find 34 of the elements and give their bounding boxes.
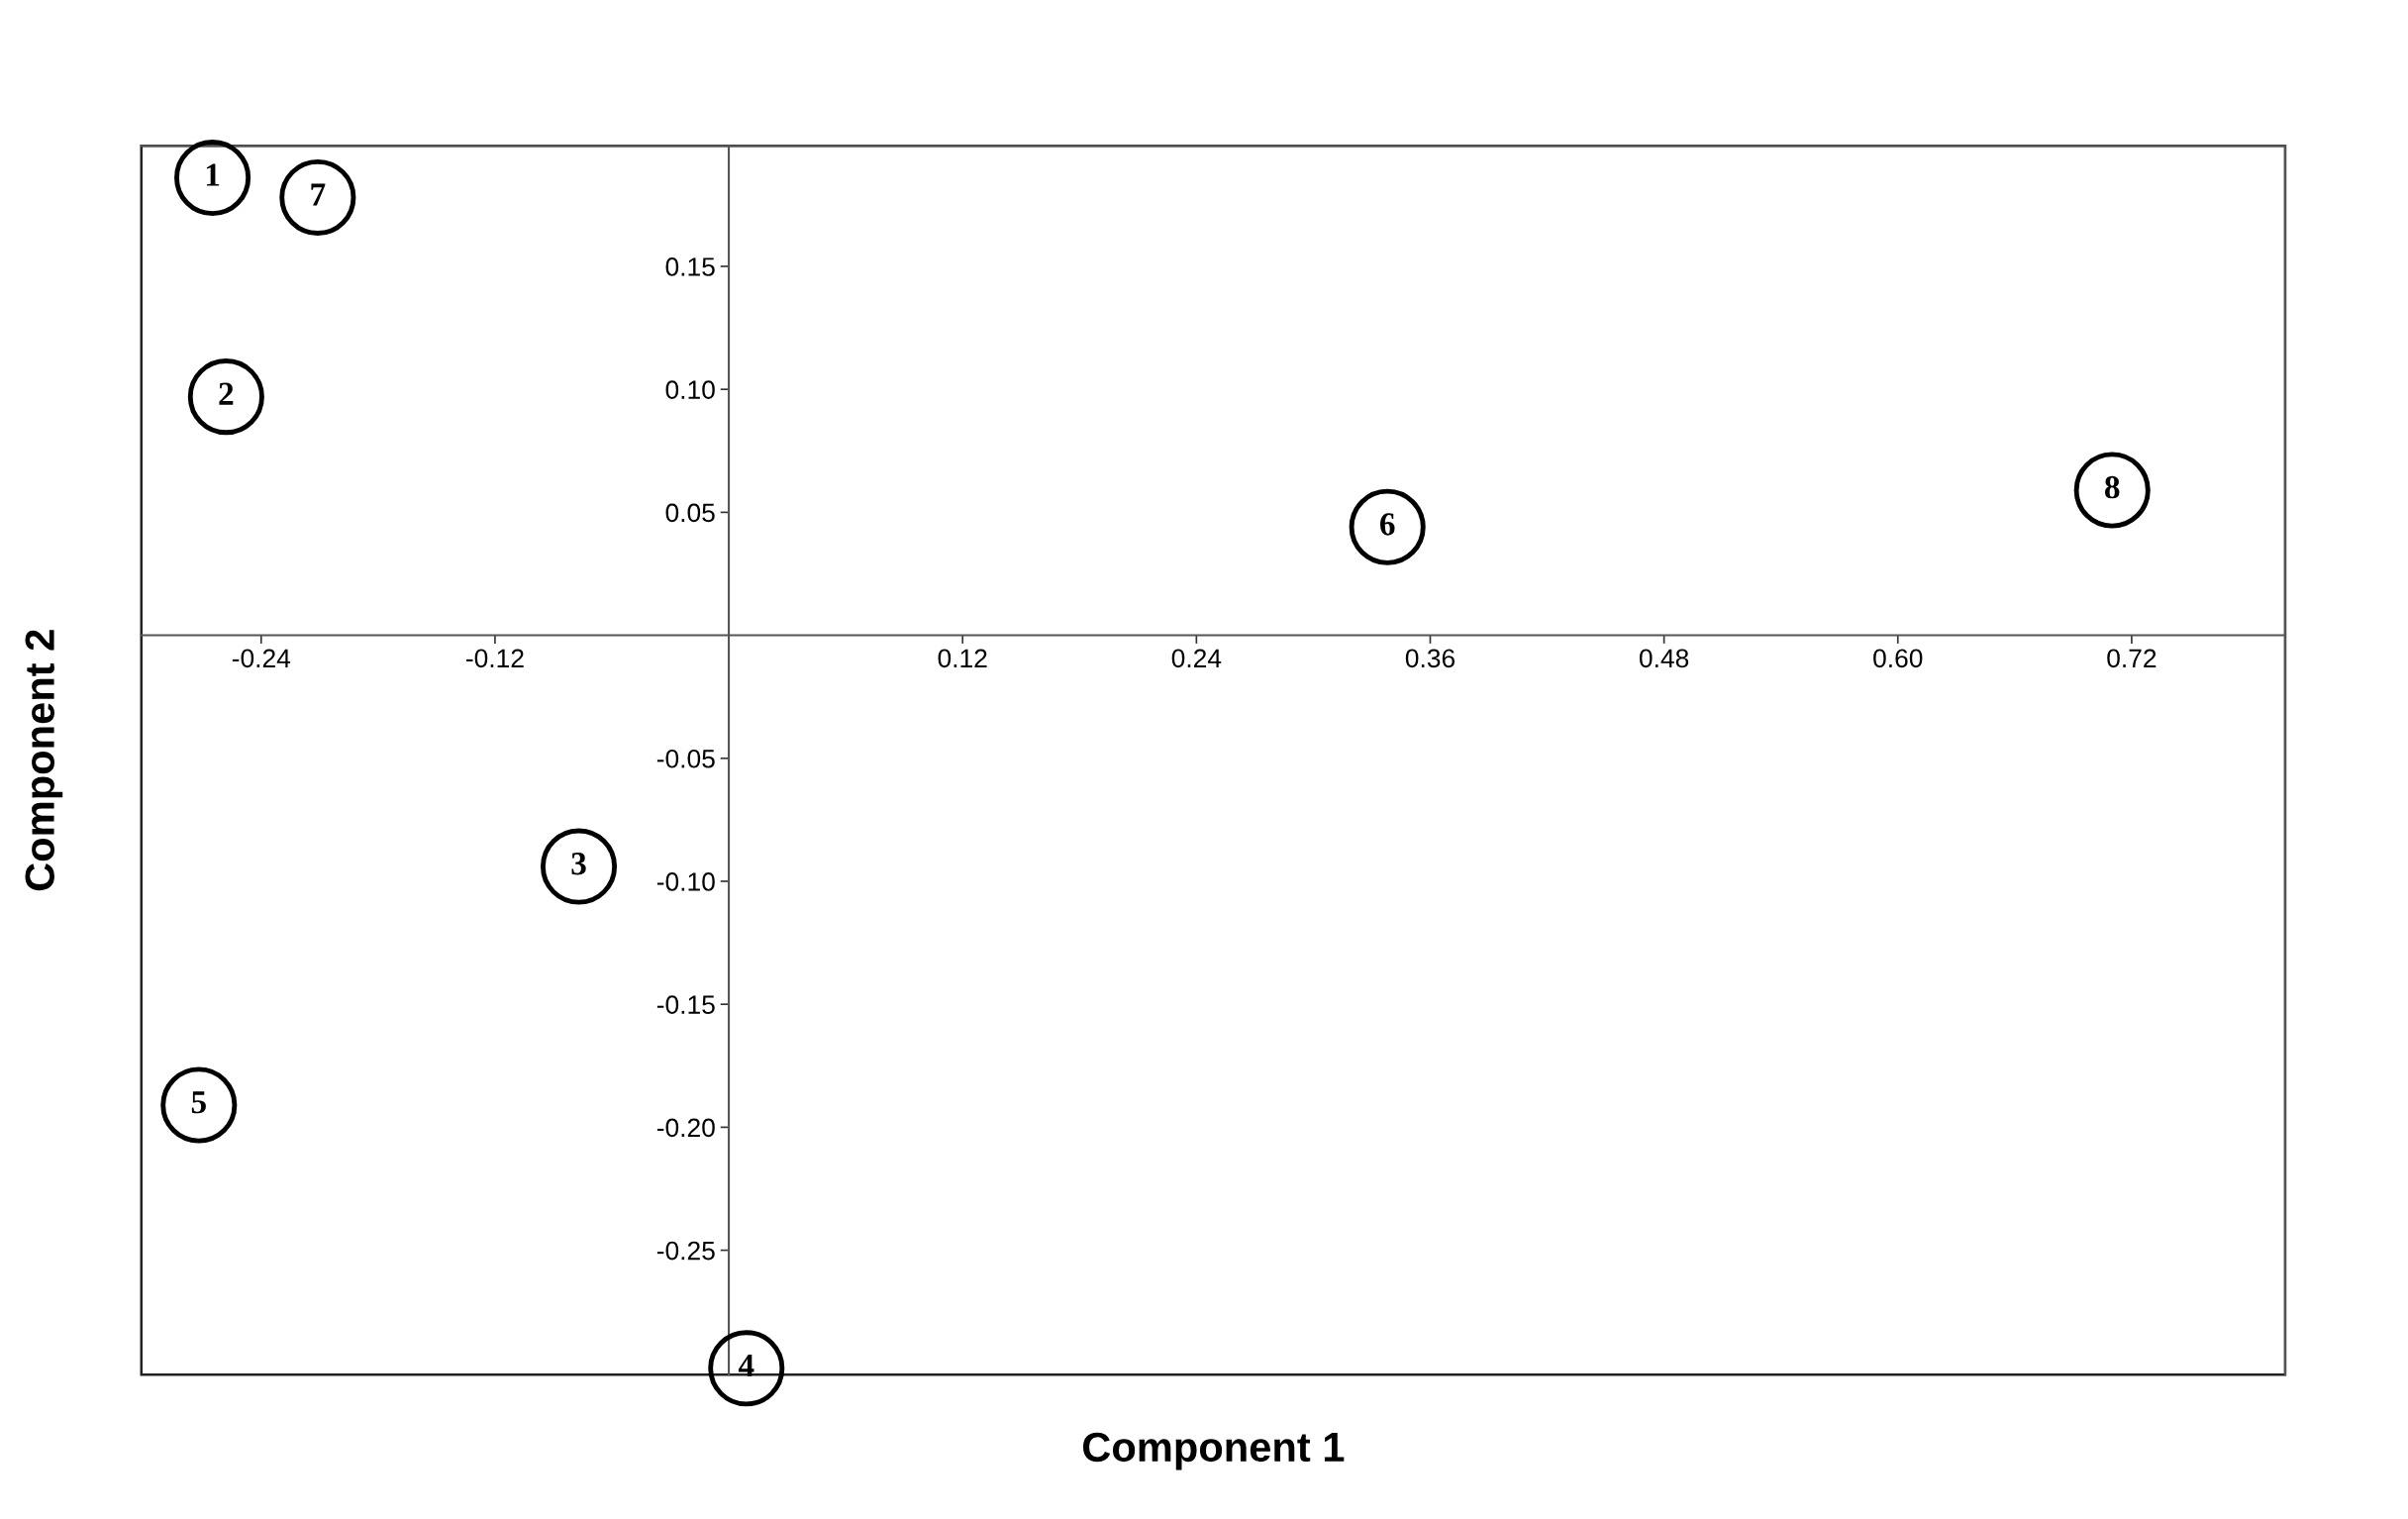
y-tick-label: -0.20 <box>656 1118 715 1138</box>
y-tick-label: -0.15 <box>656 995 715 1014</box>
y-tick-label: 0.15 <box>665 257 715 276</box>
x-tick-label: 0.24 <box>1171 649 1222 668</box>
annotation: 1 <box>206 163 220 186</box>
point <box>187 358 264 436</box>
point <box>2073 452 2151 529</box>
x-tick-label: -0.12 <box>466 649 524 668</box>
x-tick-label: -0.24 <box>232 649 291 668</box>
annotation: 7 <box>311 183 326 206</box>
point <box>1349 488 1426 565</box>
y-tick-label: -0.10 <box>656 872 715 891</box>
y-tick-label: -0.05 <box>656 749 715 768</box>
x-tick-label: 0.36 <box>1405 649 1455 668</box>
y-tick-label: 0.10 <box>665 380 715 399</box>
x-tick-label: 0.60 <box>1873 649 1923 668</box>
point <box>174 140 251 217</box>
annotation: 2 <box>219 382 234 405</box>
point <box>160 1066 238 1144</box>
annotation: 8 <box>2105 475 2120 499</box>
x-tick-label: 0.72 <box>2107 649 2157 668</box>
annotation: 6 <box>1380 513 1395 536</box>
annotation: 4 <box>738 1354 754 1376</box>
x-tick-label: 0.48 <box>1639 649 1689 668</box>
y-tick-label: -0.25 <box>656 1241 715 1261</box>
point <box>708 1330 785 1407</box>
x-axis-title: Component 1 <box>1082 1432 1345 1470</box>
y-axis-title: Component 2 <box>25 630 63 891</box>
annotation: 3 <box>571 853 586 875</box>
x-tick-label: 0.12 <box>938 649 987 668</box>
point <box>541 828 618 905</box>
point <box>279 158 356 236</box>
y-tick-label: 0.05 <box>665 503 715 523</box>
annotation: 5 <box>191 1091 206 1114</box>
